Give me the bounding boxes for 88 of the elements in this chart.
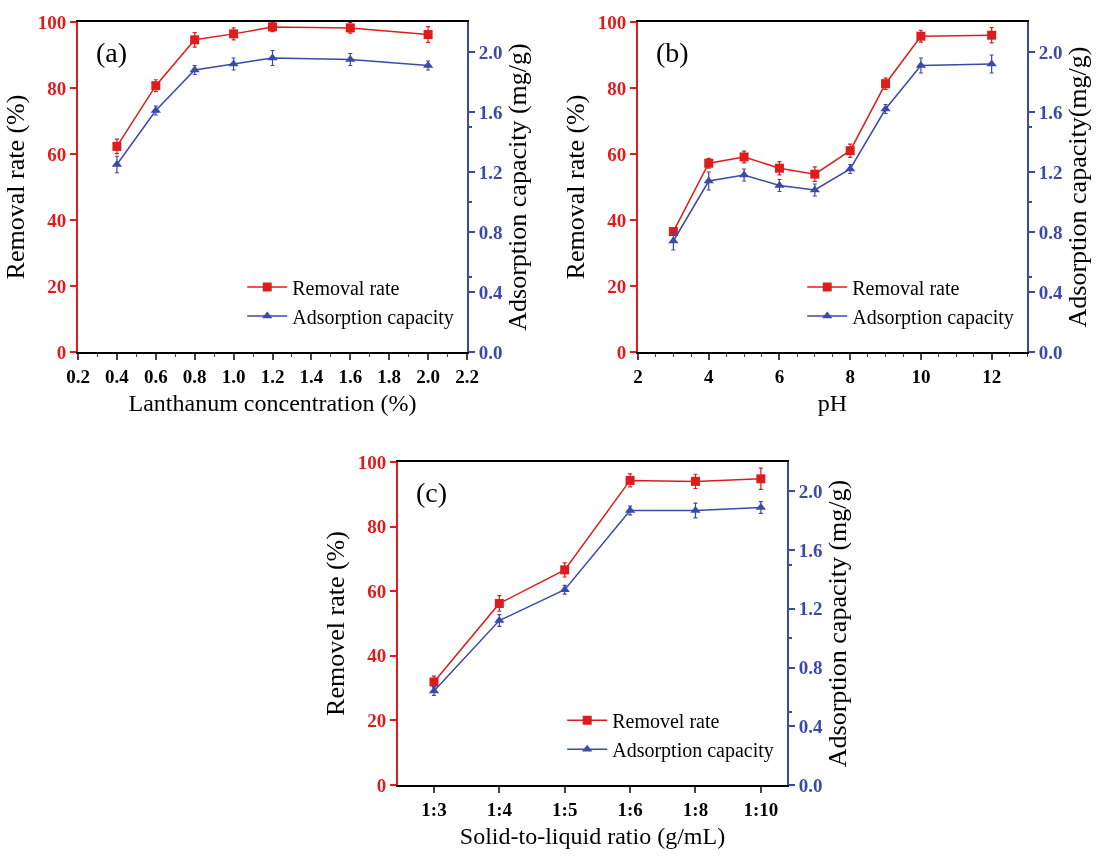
legend-label: Adsorption capacity	[852, 305, 1014, 329]
x-tick-label: 0.4	[105, 365, 130, 387]
x-tick-label: 1.8	[377, 365, 402, 387]
y-tick-label: 100	[357, 451, 387, 473]
x-tick-label: 1:6	[617, 798, 643, 820]
x-tick-label: 0.2	[66, 365, 90, 387]
x-tick-label: 0.6	[143, 365, 168, 387]
legend-label: Removel rate	[612, 710, 720, 733]
y-tick-label: 60	[47, 143, 67, 165]
y2-tick-label: 0.0	[1038, 341, 1063, 363]
y-tick-label: 100	[37, 11, 67, 33]
y-tick-label: 80	[367, 516, 387, 538]
y2-tick-label: 2.0	[1038, 41, 1063, 63]
x-tick-label: 1:8	[682, 798, 709, 820]
x-tick-label: 1.6	[338, 365, 363, 387]
y-tick-label: 0	[56, 341, 67, 363]
y2-tick-label: 1.6	[1038, 101, 1063, 123]
y-tick-label: 40	[47, 209, 67, 231]
point	[668, 236, 679, 244]
point	[267, 53, 278, 61]
y2-tick-label: 0.4	[478, 281, 504, 303]
y-tick-label: 20	[47, 275, 67, 297]
y-tick-label: 40	[367, 645, 387, 667]
y2-tick-label: 1.2	[478, 161, 503, 183]
x-axis-title: Lanthanum concentration (%)	[128, 389, 417, 416]
x-axis-title: pH	[817, 389, 848, 416]
y-tick-label: 40	[607, 209, 627, 231]
x-tick-label: 0.8	[182, 365, 207, 387]
y2-axis-title: Adsorption capacity (mg/g)	[823, 479, 853, 768]
y2-tick-label: 1.6	[798, 539, 823, 561]
y-tick-label: 0	[616, 341, 627, 363]
x-tick-label: 1.4	[299, 365, 324, 387]
x-axis-title: Solid-to-liquid ratio (g/mL)	[459, 822, 726, 849]
point	[690, 476, 700, 486]
annotation: (a)	[96, 37, 128, 68]
x-tick-label: 1:3	[421, 798, 447, 820]
y2-tick-label: 1.2	[1038, 161, 1063, 183]
legend-label: Adsorption capacity	[612, 739, 774, 763]
x-tick-label: 1:4	[486, 798, 513, 820]
y2-tick-label: 1.6	[478, 101, 503, 123]
point	[756, 474, 766, 484]
y-axis-title: Removal rate (%)	[0, 94, 30, 280]
y2-tick-label: 2.0	[478, 41, 503, 63]
point	[494, 598, 504, 608]
annotation: (b)	[656, 37, 689, 68]
x-tick-label: 2.2	[455, 365, 479, 387]
y2-tick-label: 1.2	[798, 598, 823, 620]
y2-tick-label: 0.8	[1038, 221, 1063, 243]
point	[423, 30, 433, 40]
x-tick-label: 1.0	[221, 365, 246, 387]
x-tick-label: 1.2	[260, 365, 285, 387]
y2-tick-label: 0.0	[798, 774, 823, 796]
x-tick-label: 1:5	[552, 798, 578, 820]
y2-tick-label: 2.0	[798, 481, 823, 503]
x-tick-label: 8	[845, 365, 855, 387]
annotation: (c)	[416, 477, 448, 508]
x-tick-label: 4	[703, 365, 714, 387]
legend-label: Removal rate	[292, 276, 400, 299]
y2-tick-label: 0.4	[1038, 281, 1064, 303]
x-tick-label: 6	[774, 365, 785, 387]
legend-label: Removal rate	[852, 276, 960, 299]
point	[690, 505, 701, 513]
point	[703, 176, 714, 184]
y-tick-label: 80	[607, 77, 627, 99]
y-axis-title: Removel rate (%)	[320, 531, 350, 716]
y-tick-label: 0	[376, 774, 387, 796]
y2-tick-label: 0.0	[478, 341, 503, 363]
y-tick-label: 100	[597, 11, 627, 33]
y-tick-label: 20	[367, 710, 387, 732]
x-tick-label: 1:10	[743, 798, 779, 820]
y2-tick-label: 0.4	[798, 715, 824, 737]
y-axis-title: Removal rate (%)	[560, 94, 590, 280]
x-tick-label: 2	[633, 365, 643, 387]
legend-label: Adsorption capacity	[292, 305, 454, 329]
x-tick-label: 12	[982, 365, 1002, 387]
y2-tick-label: 0.8	[478, 221, 503, 243]
y2-axis-title: Adsorption capacity (mg/g)	[503, 43, 533, 331]
y-tick-label: 80	[47, 77, 67, 99]
point	[112, 141, 122, 151]
point	[987, 30, 997, 40]
x-tick-label: 10	[911, 365, 931, 387]
y2-axis-title: Adsorption capacity(mg/g)	[1063, 46, 1093, 328]
y2-tick-label: 0.8	[798, 657, 823, 679]
point	[190, 35, 200, 45]
y-tick-label: 60	[607, 143, 627, 165]
y-tick-label: 60	[367, 580, 387, 602]
x-tick-label: 2.0	[416, 365, 440, 387]
y-tick-label: 20	[607, 275, 627, 297]
